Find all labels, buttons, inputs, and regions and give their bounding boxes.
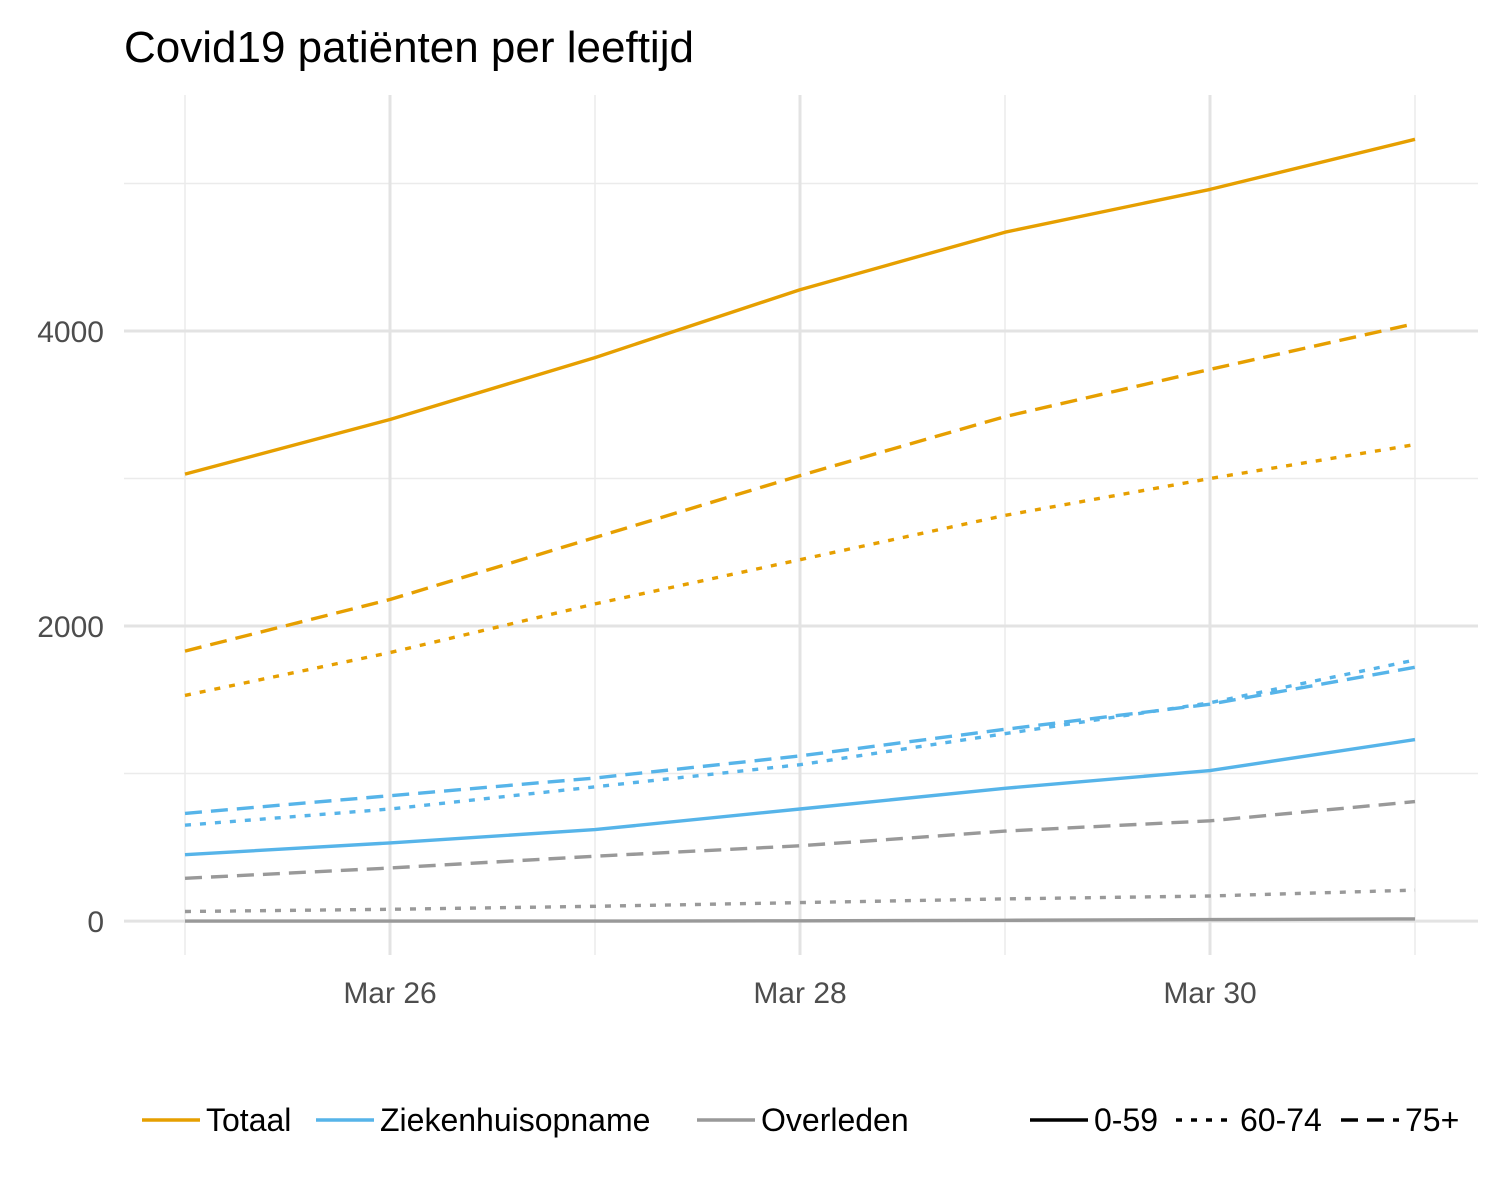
y-tick-label: 4000 (37, 316, 104, 349)
series-line-totaal-75plus (184, 321, 1416, 653)
legend-label-75plus: 75+ (1405, 1102, 1459, 1138)
series-line-overleden-60-74 (184, 888, 1416, 914)
series-line-totaal-0-59 (184, 137, 1416, 476)
legend-label-ziekenhuisopname: Ziekenhuisopname (380, 1102, 650, 1138)
series-line-ziekenhuisopname-75plus (184, 665, 1416, 816)
x-tick-label: Mar 30 (1163, 977, 1256, 1010)
series-line-overleden-0-59 (185, 917, 1416, 923)
legend-label-totaal: Totaal (206, 1102, 291, 1138)
legend-label-60-74: 60-74 (1240, 1102, 1322, 1138)
legend-label-0-59: 0-59 (1094, 1102, 1158, 1138)
legend: Totaal Ziekenhuisopname Overleden 0-59 60-74… (142, 1102, 1459, 1138)
y-tick-label: 0 (87, 906, 104, 939)
series-line-overleden-75plus (184, 799, 1416, 880)
x-tick-label: Mar 26 (343, 977, 436, 1010)
chart-title: Covid19 patiënten per leeftijd (124, 23, 694, 72)
series-line-ziekenhuisopname-0-59 (184, 737, 1416, 857)
x-tick-label: Mar 28 (753, 977, 846, 1010)
series-line-ziekenhuisopname-60-74 (184, 658, 1416, 827)
legend-label-overleden: Overleden (761, 1102, 909, 1138)
grid (124, 95, 1478, 955)
series-lines (184, 137, 1416, 923)
axis-labels: 0 2000 4000 Mar 26 Mar 28 Mar 30 (37, 316, 1256, 1010)
y-tick-label: 2000 (37, 611, 104, 644)
